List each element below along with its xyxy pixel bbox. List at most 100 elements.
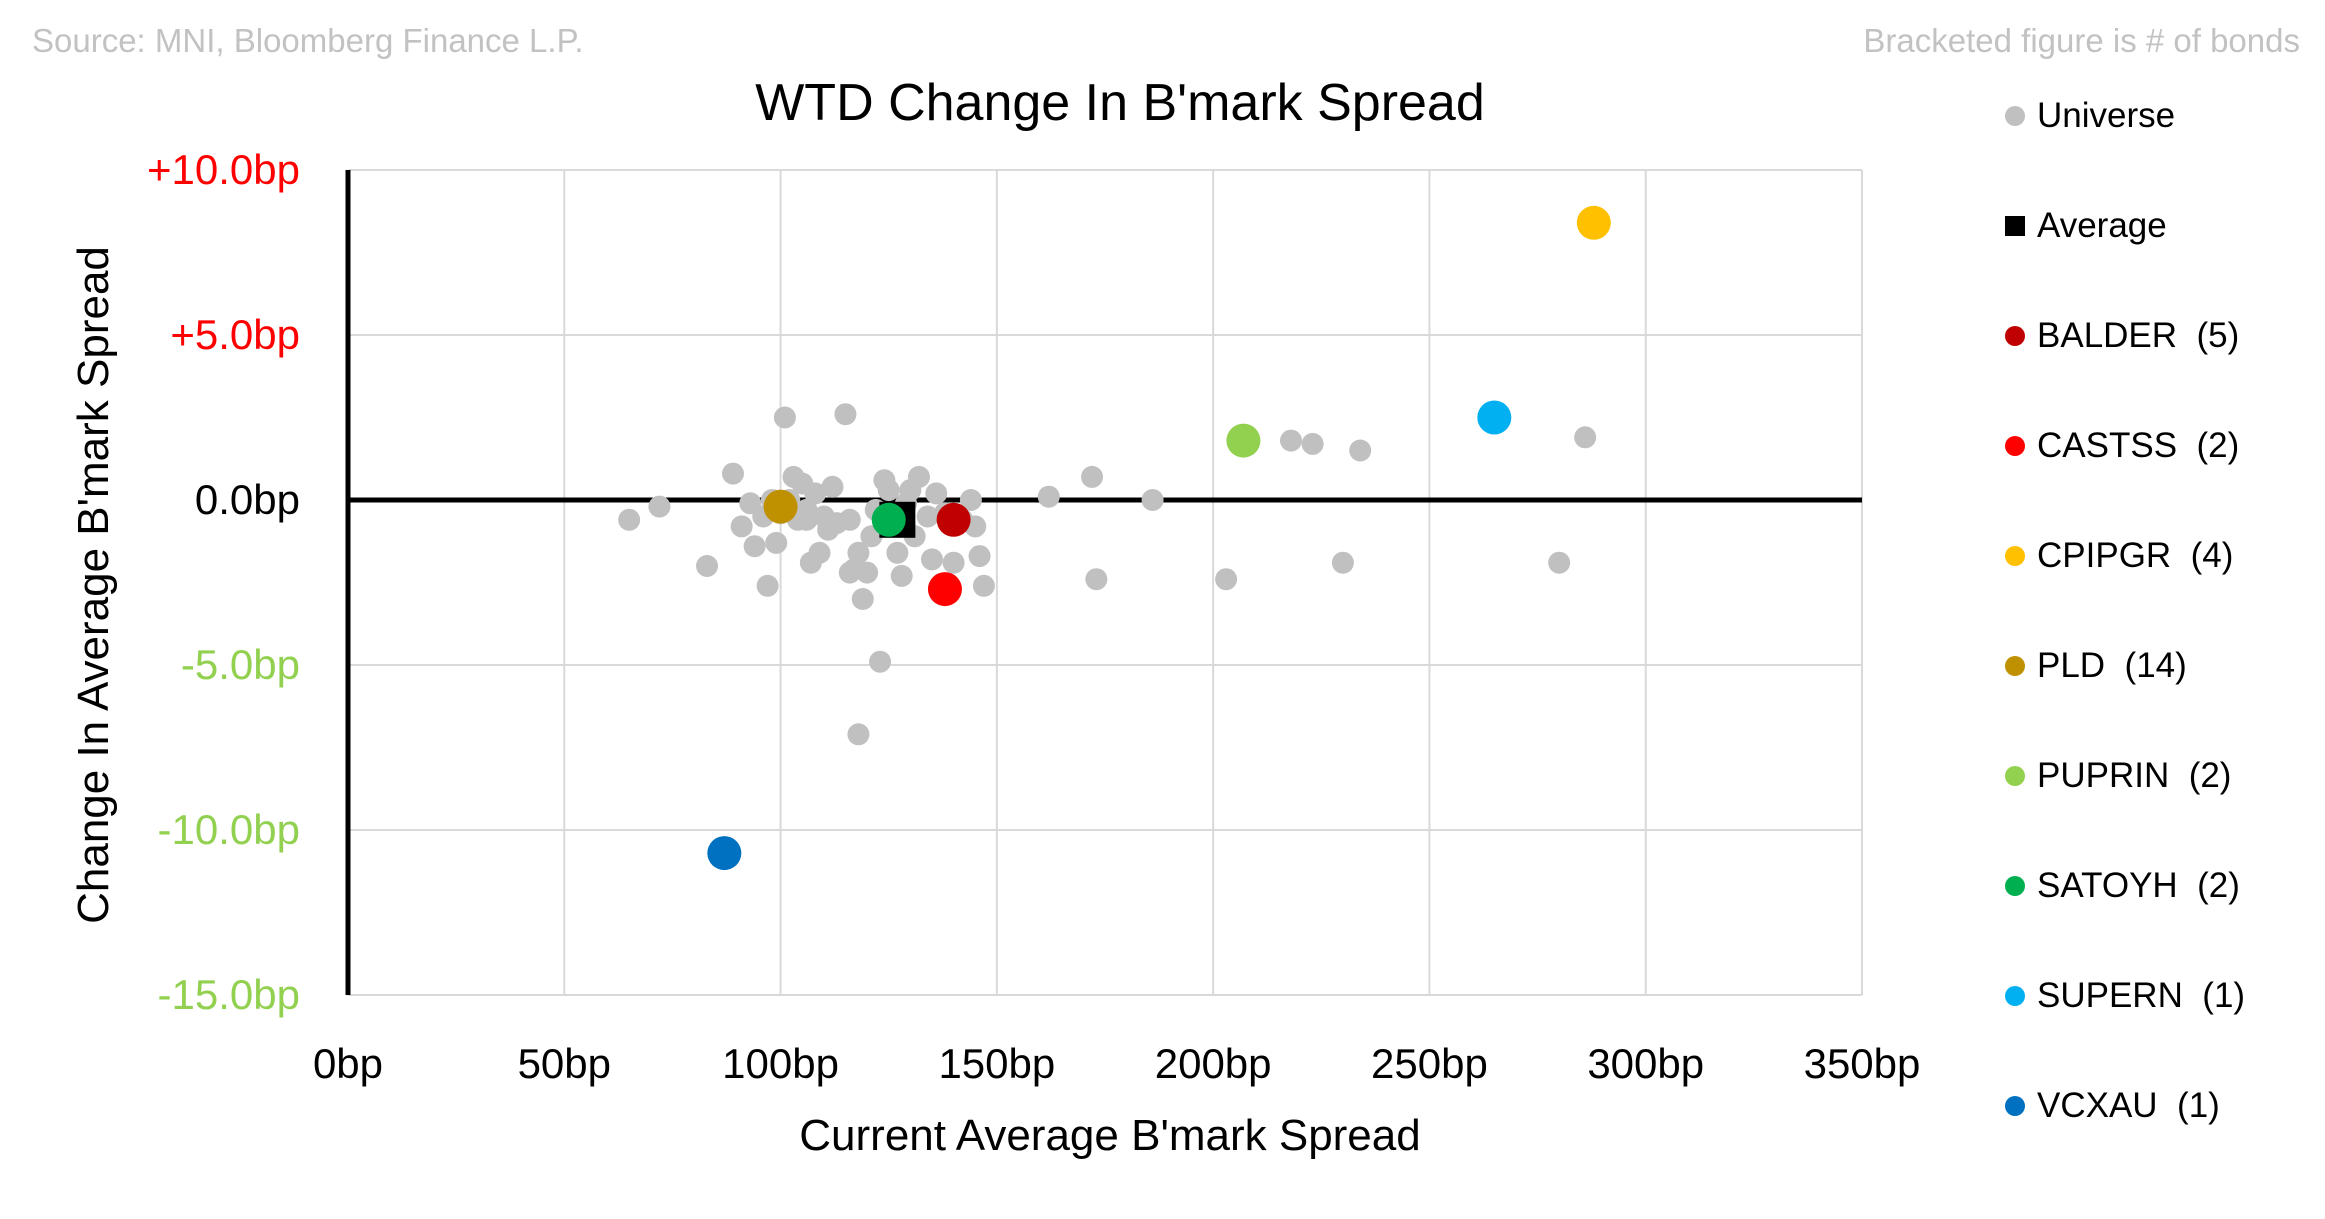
scatter-chart: WTD Change In B'mark Spread +10.0bp +5.0b… — [69, 74, 1920, 1160]
legend-marker — [2005, 766, 2025, 786]
legend-label: Universe — [2037, 96, 2176, 135]
universe-point — [730, 515, 753, 538]
x-tick-label: 200bp — [1155, 1040, 1272, 1087]
y-tick-label: -15.0bp — [158, 971, 300, 1018]
universe-point — [851, 588, 874, 610]
legend-label: PUPRIN (2) — [2037, 756, 2232, 795]
universe-point — [916, 505, 939, 528]
legend-label: CASTSS (2) — [2037, 426, 2240, 465]
universe-point — [838, 508, 861, 531]
legend-marker — [2005, 326, 2025, 346]
universe-point — [804, 482, 827, 505]
legend-item: Universe — [2005, 96, 2175, 136]
legend-item: PUPRIN (2) — [2005, 756, 2231, 796]
data-points — [618, 205, 1611, 871]
bond-count-note: Bracketed figure is # of bonds — [1863, 22, 2300, 59]
legend-item: CPIPGR (4) — [2005, 536, 2233, 576]
universe-point — [1574, 426, 1597, 449]
legend-label: SUPERN (1) — [2037, 976, 2246, 1015]
universe-point — [942, 551, 965, 574]
universe-point — [972, 574, 995, 597]
legend-item: BALDER (5) — [2005, 316, 2239, 356]
supern-point — [1477, 400, 1512, 435]
universe-point — [1280, 429, 1303, 452]
universe-point — [890, 564, 913, 587]
universe-point — [648, 495, 671, 518]
x-tick-label: 250bp — [1371, 1040, 1488, 1087]
universe-point — [773, 406, 796, 429]
puprin-point — [1226, 423, 1261, 458]
cpipgr-point — [1576, 205, 1611, 240]
y-tick-label: +10.0bp — [147, 146, 300, 193]
universe-point — [618, 508, 641, 531]
universe-point — [856, 561, 879, 584]
universe-point — [869, 650, 892, 673]
legend-item: CASTSS (2) — [2005, 426, 2239, 466]
pld-point — [763, 489, 798, 524]
y-tick-label: 0.0bp — [195, 476, 300, 523]
chart-title: WTD Change In B'mark Spread — [755, 74, 1485, 132]
castss-point — [927, 572, 962, 607]
universe-point — [721, 462, 744, 485]
legend-item: SATOYH (2) — [2005, 866, 2240, 906]
legend-item: VCXAU (1) — [2005, 1086, 2220, 1126]
universe-point — [1301, 432, 1324, 455]
y-tick-label: -5.0bp — [181, 641, 300, 688]
y-tick-label: +5.0bp — [170, 311, 300, 358]
y-axis-tick-labels: +10.0bp +5.0bp 0.0bp -5.0bp -10.0bp -15.0bp — [147, 146, 300, 1018]
universe-point — [743, 535, 766, 558]
universe-point — [808, 541, 831, 564]
universe-point — [1548, 551, 1571, 574]
universe-point — [795, 508, 818, 531]
legend-item: Average — [2005, 206, 2167, 246]
x-tick-label: 150bp — [938, 1040, 1055, 1087]
x-axis-tick-labels: 0bp 50bp 100bp 150bp 200bp 250bp 300bp 350bp — [313, 1040, 1920, 1087]
universe-point — [1141, 489, 1164, 511]
legend-label: VCXAU (1) — [2037, 1086, 2220, 1125]
universe-point — [1349, 439, 1372, 462]
universe-point — [756, 574, 779, 597]
x-tick-label: 300bp — [1587, 1040, 1704, 1087]
universe-point — [834, 403, 857, 426]
legend-marker — [2005, 546, 2025, 566]
universe-point — [886, 541, 909, 564]
universe-point — [696, 555, 719, 577]
universe-point — [959, 489, 982, 511]
legend-label: CPIPGR (4) — [2037, 536, 2234, 575]
universe-point — [765, 531, 788, 554]
legend-marker — [2005, 1096, 2025, 1116]
universe-point — [925, 482, 948, 505]
x-tick-label: 0bp — [313, 1040, 383, 1087]
x-tick-label: 50bp — [518, 1040, 611, 1087]
source-note: Source: MNI, Bloomberg Finance L.P. — [32, 22, 584, 59]
legend-label: PLD (14) — [2037, 646, 2187, 685]
legend-marker — [2005, 216, 2025, 236]
axes — [345, 170, 1862, 995]
y-tick-label: -10.0bp — [158, 806, 300, 853]
legend-label: Average — [2037, 206, 2167, 245]
universe-point — [847, 723, 870, 746]
universe-point — [1037, 485, 1060, 508]
universe-point — [920, 548, 943, 571]
x-axis-label: Current Average B'mark Spread — [799, 1111, 1420, 1160]
legend-item: PLD (14) — [2005, 646, 2187, 686]
universe-point — [1085, 568, 1108, 591]
universe-point — [1331, 551, 1354, 574]
legend-label: BALDER (5) — [2037, 316, 2240, 355]
legend-label: SATOYH (2) — [2037, 866, 2240, 905]
legend-marker — [2005, 986, 2025, 1006]
universe-point — [847, 541, 870, 564]
universe-point — [1215, 568, 1238, 591]
universe-point — [1081, 465, 1104, 488]
legend-marker — [2005, 876, 2025, 896]
universe-point — [968, 545, 991, 568]
satoyh-point — [871, 502, 906, 537]
x-tick-label: 100bp — [722, 1040, 839, 1087]
universe-point — [821, 475, 844, 498]
vcxau-point — [707, 836, 742, 871]
legend-item: SUPERN (1) — [2005, 976, 2245, 1016]
legend-marker — [2005, 436, 2025, 456]
universe-point — [907, 465, 930, 488]
y-axis-label: Change In Average B'mark Spread — [69, 246, 118, 924]
legend-marker — [2005, 656, 2025, 676]
